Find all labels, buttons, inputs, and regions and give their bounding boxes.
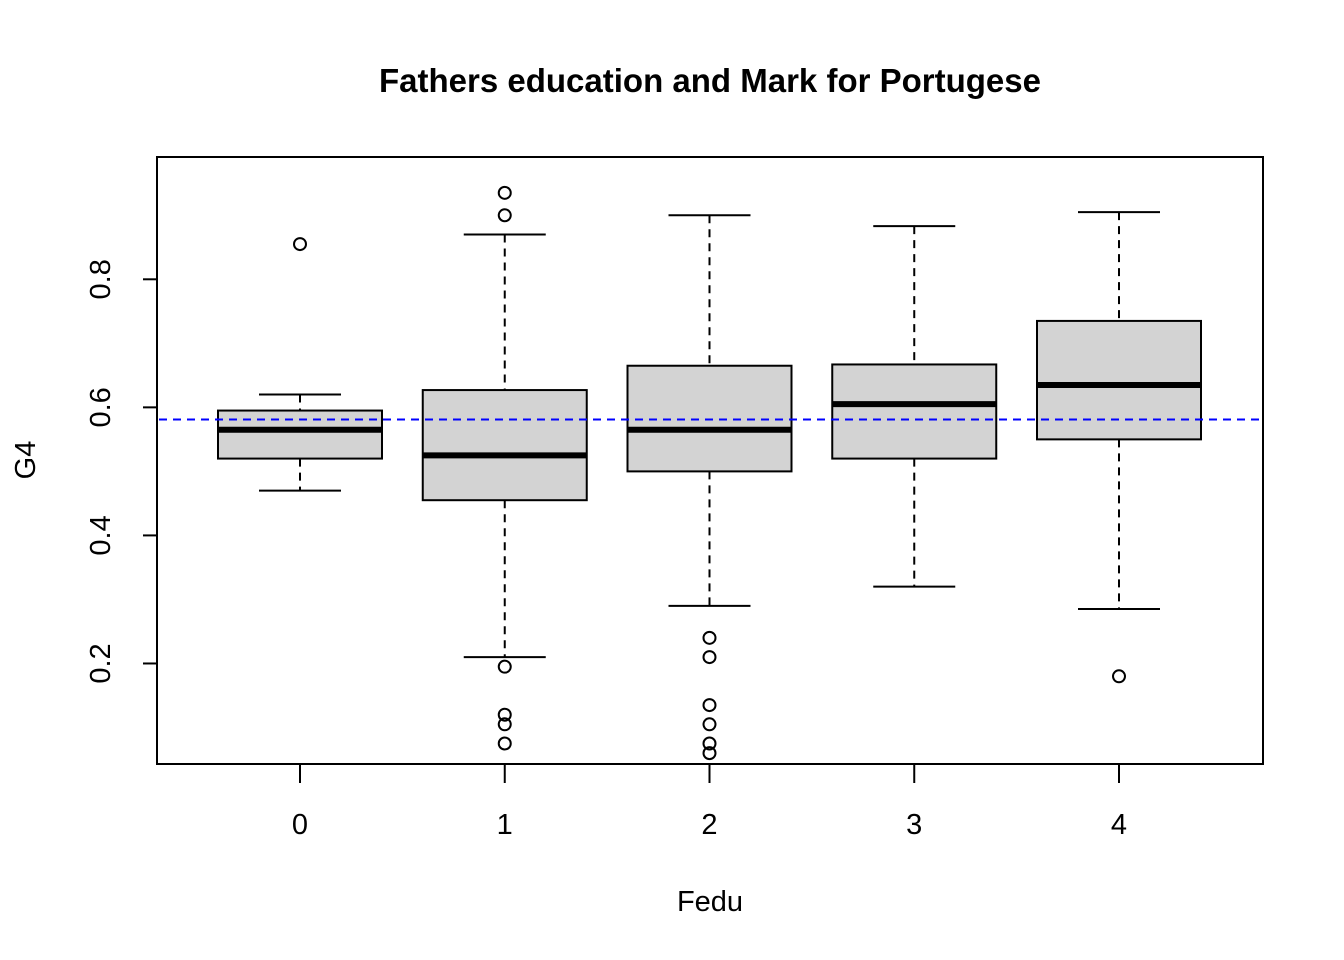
box-iqr xyxy=(831,363,998,460)
outlier-point xyxy=(497,736,512,751)
y-axis-label: G4 xyxy=(10,441,42,480)
chart-marks: 0.2 0.4 0.6 0.8 0 1 2 3 4 xyxy=(85,185,1261,841)
outlier-point xyxy=(497,659,512,674)
x-tick-label: 2 xyxy=(701,809,717,841)
outlier-point xyxy=(497,707,512,722)
outlier-point xyxy=(702,630,717,645)
outlier-point xyxy=(702,698,717,713)
x-axis-label: Fedu xyxy=(677,886,743,918)
outlier-point xyxy=(497,717,512,732)
outlier-point xyxy=(702,650,717,665)
x-tick-label: 4 xyxy=(1111,809,1127,841)
outlier-point xyxy=(497,208,512,223)
chart-title: Fathers education and Mark for Portugese xyxy=(379,62,1041,99)
box-iqr xyxy=(217,409,383,460)
y-tick-label: 0.2 xyxy=(85,643,117,683)
outlier-point xyxy=(293,237,307,252)
x-tick-label: 1 xyxy=(497,809,513,841)
box-iqr xyxy=(1036,319,1202,441)
outlier-point xyxy=(702,736,717,751)
y-tick-label: 0.6 xyxy=(85,387,117,427)
y-tick-label: 0.8 xyxy=(85,259,117,299)
outlier-point xyxy=(1112,669,1126,684)
x-tick-label: 0 xyxy=(292,809,308,841)
outlier-point xyxy=(702,717,717,732)
x-tick-label: 3 xyxy=(906,809,922,841)
box-iqr xyxy=(421,389,588,502)
y-tick-label: 0.4 xyxy=(85,515,117,555)
outlier-point xyxy=(702,746,717,761)
outlier-point xyxy=(497,185,512,200)
